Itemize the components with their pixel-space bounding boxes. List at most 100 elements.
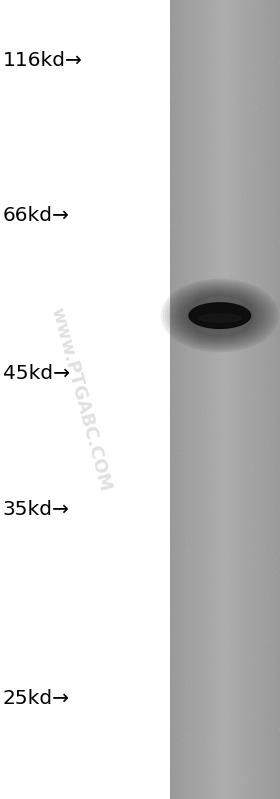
Bar — [185, 0, 186, 799]
Bar — [254, 0, 255, 799]
Bar — [215, 0, 216, 799]
Bar — [176, 0, 177, 799]
Text: 45kd→: 45kd→ — [3, 364, 70, 384]
Bar — [201, 0, 202, 799]
Bar — [269, 0, 270, 799]
Bar — [272, 0, 273, 799]
Bar — [207, 0, 209, 799]
Bar — [178, 0, 179, 799]
Bar — [239, 0, 240, 799]
Bar — [248, 0, 249, 799]
Bar — [256, 0, 257, 799]
Bar — [274, 0, 276, 799]
Bar — [233, 0, 234, 799]
Bar — [191, 0, 192, 799]
Bar — [224, 0, 225, 799]
Bar — [249, 0, 250, 799]
Bar — [247, 0, 248, 799]
Bar — [211, 0, 212, 799]
Bar — [234, 0, 235, 799]
Bar — [186, 0, 187, 799]
Bar — [244, 0, 245, 799]
Bar — [188, 0, 189, 799]
Bar — [209, 0, 210, 799]
Bar — [221, 0, 222, 799]
Bar — [197, 0, 199, 799]
Bar — [271, 0, 272, 799]
Bar — [241, 0, 242, 799]
Bar — [210, 0, 211, 799]
Bar — [174, 0, 176, 799]
Bar — [184, 0, 185, 799]
Bar — [268, 0, 269, 799]
Bar — [196, 0, 197, 799]
Bar — [181, 0, 182, 799]
Bar — [231, 0, 232, 799]
Bar — [229, 0, 230, 799]
Bar — [202, 0, 203, 799]
Bar — [182, 0, 183, 799]
Bar — [232, 0, 233, 799]
Bar — [235, 0, 236, 799]
Bar — [220, 0, 221, 799]
Bar — [218, 0, 219, 799]
Bar — [193, 0, 194, 799]
Bar — [265, 0, 266, 799]
Bar — [223, 0, 224, 799]
Bar — [222, 0, 223, 799]
Bar — [236, 0, 237, 799]
Bar — [171, 0, 172, 799]
Bar — [206, 0, 207, 799]
Bar — [192, 0, 193, 799]
Bar — [183, 0, 184, 799]
Bar — [199, 0, 200, 799]
Bar — [203, 0, 204, 799]
Bar — [253, 0, 254, 799]
Text: 116kd→: 116kd→ — [3, 51, 83, 70]
Bar — [279, 0, 280, 799]
Text: 35kd→: 35kd→ — [3, 500, 70, 519]
Bar — [200, 0, 201, 799]
Text: 25kd→: 25kd→ — [3, 689, 70, 708]
Bar — [263, 0, 264, 799]
Bar — [214, 0, 215, 799]
Bar — [240, 0, 241, 799]
Bar — [259, 0, 260, 799]
Bar — [205, 0, 206, 799]
Bar — [267, 0, 268, 799]
Bar — [261, 0, 262, 799]
Bar — [262, 0, 263, 799]
Bar — [277, 0, 278, 799]
Bar — [260, 0, 261, 799]
Bar — [226, 0, 227, 799]
Bar — [230, 0, 231, 799]
Bar — [177, 0, 178, 799]
Bar — [258, 0, 259, 799]
Bar — [195, 0, 196, 799]
Bar — [217, 0, 218, 799]
Bar — [250, 0, 251, 799]
Bar — [194, 0, 195, 799]
Bar — [180, 0, 181, 799]
Bar — [276, 0, 277, 799]
Bar — [251, 0, 253, 799]
Bar — [245, 0, 246, 799]
Bar — [219, 0, 220, 799]
Bar — [228, 0, 229, 799]
Bar — [227, 0, 228, 799]
Bar — [189, 0, 190, 799]
Bar — [225, 0, 226, 799]
Bar — [257, 0, 258, 799]
Bar — [243, 0, 244, 799]
Bar — [278, 0, 279, 799]
Bar — [255, 0, 256, 799]
Bar — [179, 0, 180, 799]
Bar — [237, 0, 238, 799]
Bar — [266, 0, 267, 799]
Bar — [246, 0, 247, 799]
Bar — [204, 0, 205, 799]
Ellipse shape — [189, 303, 251, 328]
Bar — [213, 0, 214, 799]
Bar — [190, 0, 191, 799]
Bar — [170, 0, 171, 799]
